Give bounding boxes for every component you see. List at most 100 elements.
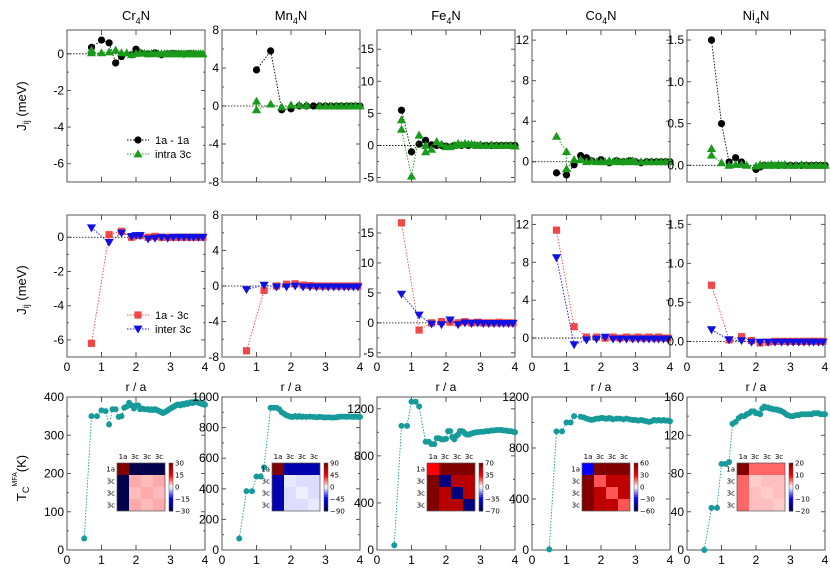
heatmap-cell bbox=[129, 463, 141, 475]
data-point bbox=[391, 542, 398, 549]
title-end: N bbox=[760, 8, 769, 23]
data-point bbox=[253, 473, 260, 480]
colorbar-segment bbox=[634, 507, 638, 510]
colorbar-segment bbox=[324, 477, 328, 480]
data-point bbox=[249, 488, 256, 495]
heatmap-cell bbox=[272, 499, 284, 511]
colorbar-segment bbox=[634, 503, 638, 506]
series-inter-3c bbox=[86, 224, 208, 247]
colorbar-segment bbox=[479, 495, 483, 498]
data-point bbox=[242, 347, 251, 355]
heatmap-col-label: 3c bbox=[608, 453, 616, 461]
xtick-label: 3 bbox=[477, 360, 484, 374]
data-point bbox=[96, 48, 107, 57]
heatmap-cell bbox=[153, 487, 165, 499]
heatmap-cell bbox=[451, 475, 463, 487]
series-line bbox=[556, 230, 668, 339]
ytick-label: 600 bbox=[199, 451, 219, 465]
ytick-label: 0.5 bbox=[667, 295, 684, 309]
data-point bbox=[104, 238, 114, 247]
heatmap-col-label: 1a bbox=[429, 453, 438, 461]
xtick-label: 3 bbox=[477, 553, 484, 567]
data-point bbox=[286, 100, 296, 109]
colorbar-segment bbox=[634, 481, 638, 484]
colorbar-segment bbox=[169, 503, 173, 506]
data-point bbox=[415, 326, 423, 334]
title-main: Ni bbox=[743, 8, 755, 23]
heatmap-cell bbox=[451, 487, 463, 499]
heatmap-cell bbox=[141, 487, 153, 499]
ytick-label: -5 bbox=[363, 171, 374, 185]
colorbar-segment bbox=[634, 471, 638, 474]
title-end: N bbox=[607, 8, 616, 23]
colorbar-segment bbox=[634, 463, 638, 466]
heatmap-cell bbox=[308, 499, 320, 511]
colorbar-segment bbox=[324, 473, 328, 476]
colorbar-segment bbox=[634, 497, 638, 500]
data-point bbox=[87, 339, 96, 347]
xtick-label: 2 bbox=[598, 360, 605, 374]
ytick-label: 8 bbox=[212, 23, 219, 37]
series-inter-3c bbox=[241, 281, 363, 295]
data-point bbox=[663, 335, 673, 344]
data-point bbox=[665, 157, 675, 166]
ytick-label: 120 bbox=[664, 428, 684, 442]
xtick-label: 0 bbox=[684, 360, 691, 374]
data-point bbox=[290, 282, 300, 291]
heatmap-cell bbox=[737, 487, 749, 499]
data-point bbox=[701, 547, 708, 553]
panel-title: Fe4N bbox=[431, 8, 461, 26]
heatmap-cell bbox=[141, 475, 153, 487]
data-point bbox=[106, 421, 113, 428]
data-point bbox=[122, 48, 132, 57]
colorbar-segment bbox=[324, 463, 328, 466]
series-intra-3c bbox=[551, 131, 675, 173]
panel-fe4n-row2: 0400800120001234r / a1a1a3c3c3c3c3c3c703… bbox=[347, 396, 519, 567]
xtick-label: 1 bbox=[563, 360, 570, 374]
ytick-label: 1.0 bbox=[667, 256, 684, 270]
heatmap-cell bbox=[761, 487, 773, 499]
ytick-label: -6 bbox=[53, 333, 64, 347]
heatmap-cell bbox=[463, 499, 475, 511]
heatmap-cell bbox=[773, 475, 785, 487]
xtick-label: 1 bbox=[253, 360, 260, 374]
data-point bbox=[105, 39, 113, 47]
colorbar-tick-label: −35 bbox=[485, 496, 500, 504]
colorbar-segment bbox=[789, 463, 793, 466]
series-inter-3c bbox=[706, 326, 828, 347]
data-point bbox=[271, 283, 282, 292]
ytick-label: 0.0 bbox=[667, 158, 684, 172]
colorbar-segment bbox=[789, 495, 793, 498]
data-point bbox=[742, 160, 752, 169]
data-point bbox=[726, 459, 733, 466]
colorbar-segment bbox=[634, 499, 638, 502]
heatmap-col-label: 3c bbox=[143, 453, 151, 461]
heatmap-cell bbox=[582, 463, 594, 475]
xtick-label: 1 bbox=[98, 360, 105, 374]
heatmap-frame bbox=[736, 462, 786, 512]
data-point bbox=[552, 226, 561, 234]
heatmap-col-label: 3c bbox=[131, 453, 139, 461]
colorbar-segment bbox=[634, 505, 638, 508]
data-point bbox=[475, 140, 486, 149]
colorbar-segment bbox=[634, 501, 638, 504]
heatmap-cell bbox=[427, 487, 439, 499]
data-point bbox=[396, 124, 407, 133]
xtick-label: 2 bbox=[443, 553, 450, 567]
legend-label: 1a - 3c bbox=[155, 310, 189, 322]
colorbar-segment bbox=[324, 503, 328, 506]
xaxis-label: r / a bbox=[281, 380, 302, 394]
data-point bbox=[298, 283, 308, 292]
data-point bbox=[277, 102, 287, 111]
heatmap-cell bbox=[284, 499, 296, 511]
data-point bbox=[724, 336, 734, 345]
data-point bbox=[407, 148, 416, 156]
colorbar-segment bbox=[789, 473, 793, 476]
colorbar-tick-label: −90 bbox=[330, 508, 345, 516]
xtick-label: 4 bbox=[357, 553, 364, 567]
data-point bbox=[257, 473, 264, 480]
